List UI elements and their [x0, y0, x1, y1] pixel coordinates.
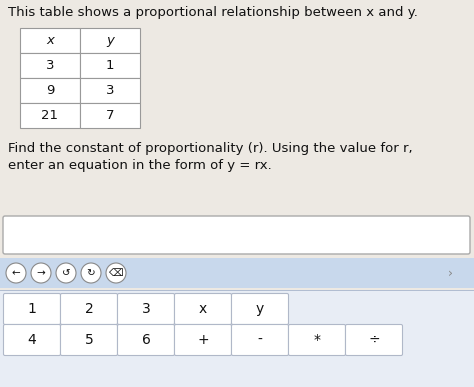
Text: y: y: [106, 34, 114, 47]
Text: 3: 3: [46, 59, 54, 72]
Text: 9: 9: [46, 84, 54, 97]
FancyBboxPatch shape: [118, 325, 174, 356]
Text: x: x: [199, 302, 207, 316]
Bar: [80, 103, 140, 128]
Text: +: +: [197, 333, 209, 347]
Bar: [20, 28, 80, 53]
FancyBboxPatch shape: [61, 293, 118, 325]
FancyBboxPatch shape: [118, 293, 174, 325]
Text: ⌫: ⌫: [109, 268, 123, 278]
Circle shape: [31, 263, 51, 283]
Text: 4: 4: [27, 333, 36, 347]
Circle shape: [56, 263, 76, 283]
Text: ›: ›: [447, 267, 453, 279]
Text: ←: ←: [12, 268, 20, 278]
Bar: [80, 53, 140, 78]
Text: Find the constant of proportionality (r). Using the value for r,: Find the constant of proportionality (r)…: [8, 142, 413, 155]
Text: ↺: ↺: [62, 268, 70, 278]
Text: This table shows a proportional relationship between x and y.: This table shows a proportional relation…: [8, 6, 418, 19]
Text: 1: 1: [27, 302, 36, 316]
FancyBboxPatch shape: [3, 216, 470, 254]
Text: 2: 2: [85, 302, 93, 316]
FancyBboxPatch shape: [231, 293, 289, 325]
Circle shape: [81, 263, 101, 283]
Circle shape: [6, 263, 26, 283]
Text: →: →: [36, 268, 46, 278]
FancyBboxPatch shape: [231, 325, 289, 356]
FancyBboxPatch shape: [346, 325, 402, 356]
Circle shape: [106, 263, 126, 283]
FancyBboxPatch shape: [3, 325, 61, 356]
FancyBboxPatch shape: [61, 325, 118, 356]
Text: *: *: [313, 333, 320, 347]
Text: 3: 3: [142, 302, 150, 316]
Text: ↻: ↻: [87, 268, 95, 278]
FancyBboxPatch shape: [3, 293, 61, 325]
Text: 5: 5: [85, 333, 93, 347]
FancyBboxPatch shape: [174, 293, 231, 325]
Text: enter an equation in the form of y = rx.: enter an equation in the form of y = rx.: [8, 159, 272, 172]
Text: ÷: ÷: [368, 333, 380, 347]
Bar: [0, 258, 474, 288]
Text: x: x: [46, 34, 54, 47]
Bar: [0, 290, 474, 387]
Bar: [20, 103, 80, 128]
FancyBboxPatch shape: [289, 325, 346, 356]
Text: 1: 1: [106, 59, 114, 72]
Bar: [20, 53, 80, 78]
Bar: [20, 78, 80, 103]
Text: -: -: [257, 333, 263, 347]
Text: 21: 21: [42, 109, 58, 122]
Text: y: y: [256, 302, 264, 316]
Text: 6: 6: [142, 333, 150, 347]
Bar: [80, 78, 140, 103]
Bar: [80, 28, 140, 53]
Text: 3: 3: [106, 84, 114, 97]
FancyBboxPatch shape: [174, 325, 231, 356]
Text: 7: 7: [106, 109, 114, 122]
